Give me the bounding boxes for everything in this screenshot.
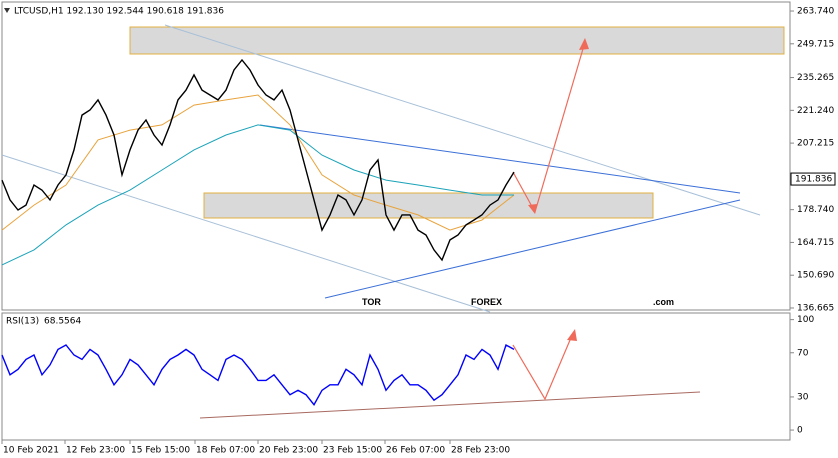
channel-line: [1, 154, 491, 313]
forecast-arrow: [512, 41, 586, 214]
channel-line: [164, 24, 761, 216]
header-icon: [4, 8, 10, 13]
rsi-last-value: 68.5564: [44, 317, 81, 327]
watermark: TOR: [362, 297, 381, 307]
y-tick-label: 249.715: [797, 39, 834, 49]
y-tick-label: 30: [797, 392, 809, 402]
y-tick-label: 263.740: [797, 7, 834, 17]
price-line: [1, 58, 515, 262]
arrow-head: [567, 329, 577, 341]
current-price-box: [790, 172, 836, 186]
y-tick-label: 221.240: [797, 106, 834, 116]
x-tick-label: 26 Feb 07:00: [386, 446, 445, 456]
y-tick-label: 178.740: [797, 205, 834, 215]
y-tick-label: 136.665: [797, 303, 834, 313]
x-tick-label: 23 Feb 15:00: [323, 446, 382, 456]
watermark: FOREX: [471, 297, 502, 307]
arrow-head: [579, 38, 589, 50]
y-tick-label: 164.715: [797, 238, 834, 248]
y-tick-label: 0: [797, 426, 803, 436]
rsi-panel: [1, 312, 791, 441]
y-tick-label: 70: [797, 348, 809, 358]
trend-line: [259, 124, 741, 194]
y-tick-label: 100: [797, 315, 814, 325]
price-line: [1, 343, 515, 406]
moving-average: [1, 94, 515, 231]
y-tick-label: 235.265: [797, 73, 834, 83]
rsi-trend-line: [199, 391, 701, 419]
price-panel: [1, 1, 791, 311]
x-tick-label: 15 Feb 15:00: [131, 446, 190, 456]
y-tick-label: 207.215: [797, 139, 834, 149]
support-zone: [203, 192, 654, 219]
x-tick-label: 20 Feb 23:00: [259, 446, 318, 456]
x-tick-label: 18 Feb 07:00: [196, 446, 255, 456]
chart-header: LTCUSD,H1 192.130 192.544 190.618 191.83…: [14, 7, 224, 17]
arrow-head: [528, 204, 537, 214]
rsi-forecast-arrow: [512, 332, 574, 401]
rsi-header: RSI(13): [6, 317, 39, 327]
watermark: .com: [653, 297, 674, 307]
x-tick-label: 12 Feb 23:00: [66, 446, 125, 456]
moving-average: [1, 124, 514, 266]
resistance-zone: [129, 26, 785, 55]
x-tick-label: 10 Feb 2021: [3, 446, 59, 456]
trend-line: [324, 199, 741, 299]
x-tick-label: 28 Feb 23:00: [451, 446, 510, 456]
current-price-label: 191.836: [795, 175, 832, 185]
y-tick-label: 150.690: [797, 271, 834, 281]
